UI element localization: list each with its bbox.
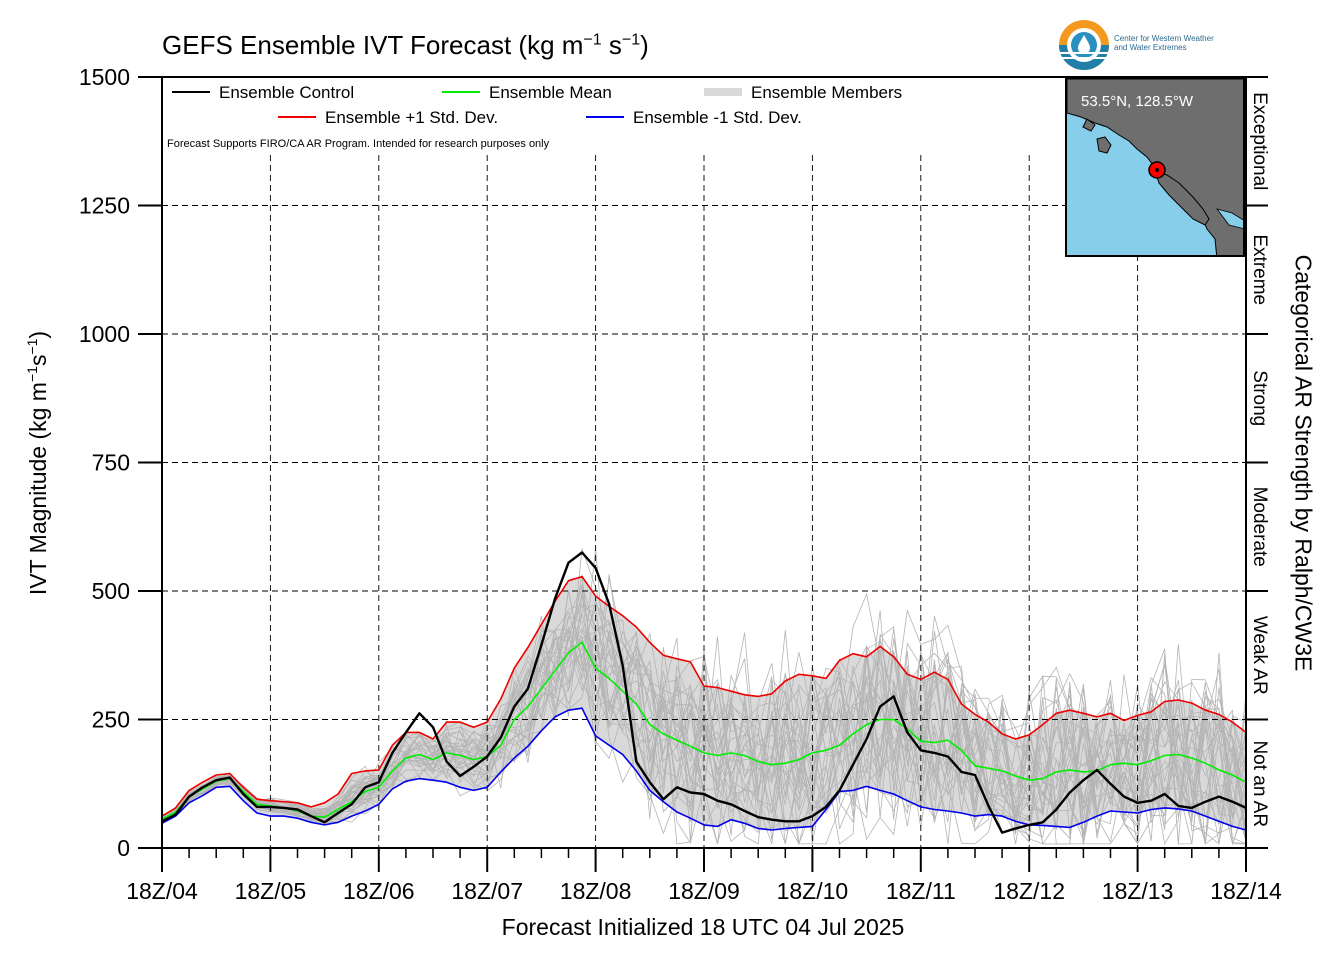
- disclaimer-note: Forecast Supports FIRO/CA AR Program. In…: [167, 138, 550, 150]
- legend-label: Ensemble Control: [219, 83, 354, 102]
- x-tick-label: 18Z/14: [1210, 878, 1282, 904]
- series-mean-line: [161, 641, 1247, 820]
- y-tick-label: 1500: [79, 64, 130, 90]
- axis-layer: 0 250 500 750 1000 1250 1500 18Z/04 18Z/05 18Z/06…: [79, 64, 1282, 904]
- series-minus-std-line: [161, 707, 1247, 831]
- category-label: Not an AR: [1249, 740, 1270, 827]
- category-label: Weak AR: [1249, 616, 1270, 695]
- series-plus-std-line: [161, 575, 1247, 817]
- legend-label: Ensemble Members: [751, 83, 902, 102]
- location-inset-map: 53.5°N, 128.5°W: [1065, 77, 1245, 257]
- cw3e-logo: Center for Western Weather and Water Extr…: [1058, 18, 1238, 74]
- legend-item-mean: Ensemble Mean: [442, 83, 612, 102]
- coastline-map: [1067, 79, 1243, 255]
- x-axis-label: Forecast Initialized 18 UTC 04 Jul 2025: [501, 914, 905, 940]
- series-layer: [161, 551, 1247, 834]
- legend-label: Ensemble Mean: [489, 83, 612, 102]
- x-tick-label: 18Z/08: [560, 878, 632, 904]
- category-label: Exceptional: [1249, 92, 1270, 190]
- x-tick-label: 18Z/06: [343, 878, 415, 904]
- series-control-line: [161, 551, 1247, 834]
- x-tick-label: 18Z/12: [993, 878, 1065, 904]
- y-tick-label: 250: [92, 707, 130, 733]
- inset-coordinates: 53.5°N, 128.5°W: [1081, 93, 1194, 110]
- legend: Ensemble Control Ensemble Mean Ensemble Me…: [172, 83, 902, 127]
- y-tick-label: 500: [92, 578, 130, 604]
- right-axis-label: Categorical AR Strength by Ralph/CW3E: [1290, 254, 1317, 672]
- legend-label: Ensemble -1 Std. Dev.: [633, 108, 802, 127]
- x-tick-label: 18Z/07: [451, 878, 523, 904]
- chart-title: GEFS Ensemble IVT Forecast (kg m−1 s−1): [162, 30, 649, 60]
- legend-item-plus-std: Ensemble +1 Std. Dev.: [278, 108, 498, 127]
- y-tick-label: 1250: [79, 193, 130, 219]
- x-tick-label: 18Z/11: [886, 878, 956, 904]
- ensemble-member-line: [161, 641, 1247, 818]
- grid-layer: [162, 155, 1246, 848]
- logo-text: Center for Western Weather and Water Extr…: [1114, 34, 1214, 52]
- x-tick-label: 18Z/13: [1102, 878, 1174, 904]
- legend-item-minus-std: Ensemble -1 Std. Dev.: [586, 108, 802, 127]
- legend-item-control: Ensemble Control: [172, 83, 354, 102]
- legend-label: Ensemble +1 Std. Dev.: [325, 108, 498, 127]
- category-label: Extreme: [1249, 234, 1270, 305]
- y-tick-label: 0: [117, 835, 130, 861]
- y-axis-label: IVT Magnitude (kg m−1s−1): [24, 330, 51, 596]
- legend-item-members: Ensemble Members: [704, 83, 902, 102]
- x-tick-label: 18Z/04: [126, 878, 198, 904]
- x-tick-label: 18Z/09: [668, 878, 740, 904]
- y-tick-label: 750: [92, 450, 130, 476]
- cw3e-logo-icon: [1059, 20, 1109, 70]
- ensemble-member-line: [161, 629, 1247, 822]
- x-tick-label: 18Z/10: [777, 878, 849, 904]
- category-label: Moderate: [1249, 487, 1270, 567]
- category-label: Strong: [1249, 370, 1270, 426]
- y-tick-label: 1000: [79, 321, 130, 347]
- x-tick-label: 18Z/05: [235, 878, 307, 904]
